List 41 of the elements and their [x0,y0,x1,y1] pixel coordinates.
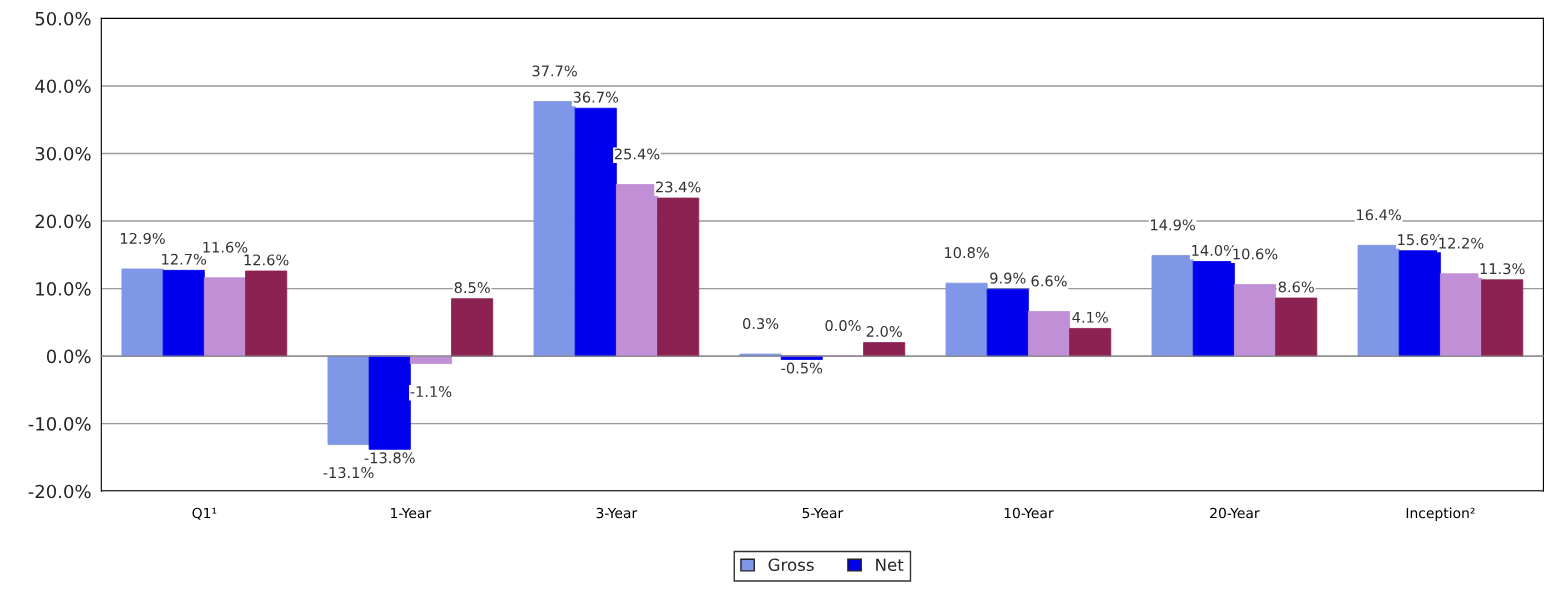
data-label: 11.6% [203,241,248,253]
data-label: 12.9% [120,232,165,244]
x-tick-label: 5-Year [802,507,844,519]
data-label: 10.8% [945,247,989,259]
legend-label: Gross [768,558,814,572]
data-label: 16.4% [1357,209,1401,221]
x-tick-label: 10-Year [1004,507,1054,519]
x-tick-label: 3-Year [596,507,638,519]
data-label: -13.8% [364,452,415,464]
data-label: 14.9% [1151,219,1195,231]
data-label: -0.5% [781,362,823,374]
x-tick-label: Q1¹ [192,507,217,520]
data-label: -13.1% [323,467,374,479]
data-label: 9.9% [990,272,1026,284]
y-tick-label: -20.0% [28,484,91,499]
data-label: 0.3% [743,318,779,330]
y-tick-label: 50.0% [35,11,91,26]
data-label: 8.6% [1278,281,1314,293]
data-label: 4.1% [1072,311,1108,323]
data-label: 11.3% [1480,263,1525,275]
data-label: 25.4% [614,148,660,160]
y-tick-label: 20.0% [35,214,91,229]
y-tick-label: 30.0% [35,146,91,161]
x-tick-label: 20-Year [1210,507,1260,519]
data-label: 0.0% [825,320,861,332]
data-label: 12.6% [244,254,289,266]
data-label: 23.4% [656,181,701,193]
legend-label: Net [876,558,904,572]
x-tick-label: Inception² [1406,507,1475,521]
data-label: 12.7% [162,253,207,265]
y-tick-label: 0.0% [46,349,91,364]
data-label: 8.5% [454,282,490,294]
y-tick-label: -10.0% [28,417,91,431]
data-label: 6.6% [1031,275,1067,287]
data-label: 2.0% [866,325,902,338]
y-tick-label: 40.0% [35,79,91,94]
data-label: 36.7% [573,91,619,103]
data-label: 37.7% [532,65,577,77]
y-tick-label: 10.0% [36,282,91,296]
x-tick-label: 1-Year [391,507,432,519]
data-label: -1.1% [410,386,452,398]
